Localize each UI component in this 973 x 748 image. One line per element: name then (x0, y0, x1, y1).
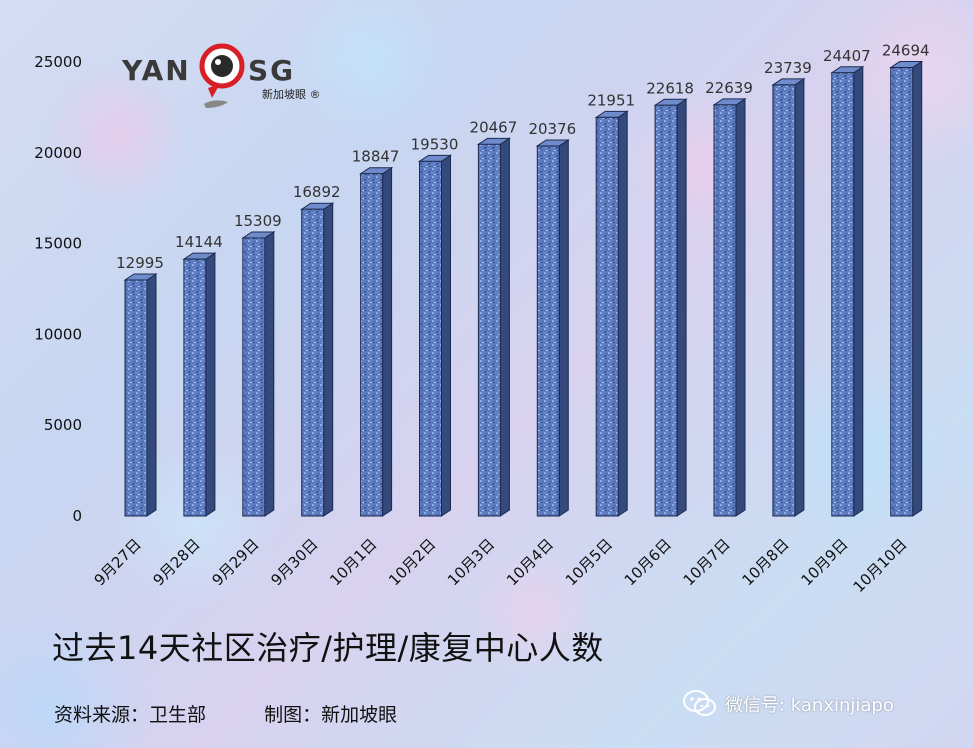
x-axis: 9月27日 9月28日 9月29日 9月30日 10月1日 10月2日 10月3日 10月4日… (91, 535, 911, 596)
data-label: 20467 (470, 118, 518, 136)
bar (476, 137, 512, 517)
bar (889, 60, 924, 517)
bar (123, 273, 158, 517)
bar-side (794, 77, 805, 517)
bar-front (772, 84, 796, 517)
data-label: 21951 (587, 91, 635, 109)
bar-front (242, 237, 266, 517)
bar-front (419, 160, 442, 517)
bar-front (831, 72, 855, 517)
x-tick-label: 10月3日 (444, 535, 498, 589)
wechat-watermark: 微信号: kanxinjiapo (683, 690, 894, 718)
x-tick-label: 10月2日 (385, 535, 439, 589)
x-tick-label: 10月7日 (680, 535, 734, 589)
y-tick-label: 0 (72, 507, 82, 525)
bar (182, 252, 217, 517)
bar-front (477, 143, 501, 517)
data-label: 22639 (705, 79, 753, 97)
bar (417, 154, 453, 517)
data-label: 23739 (764, 59, 812, 77)
x-tick-label: 9月27日 (91, 535, 145, 589)
bar-side (853, 65, 864, 517)
logo-text-left: YAN (122, 54, 191, 87)
y-axis: 0 5000 10000 15000 20000 25000 (34, 53, 82, 525)
bar-front (360, 173, 384, 517)
data-label: 22618 (646, 79, 694, 97)
x-tick-label: 10月9日 (797, 535, 851, 589)
y-tick-label: 20000 (34, 144, 82, 162)
bar-front (301, 208, 325, 517)
logo-text-right: SG (248, 54, 296, 87)
data-label: 12995 (116, 254, 164, 272)
x-tick-label: 10月10日 (850, 535, 911, 596)
x-tick-label: 9月28日 (150, 535, 204, 589)
bar (594, 110, 629, 517)
y-tick-label: 10000 (34, 325, 82, 343)
chart-title: 过去14天社区治疗/护理/康复中心人数 (52, 629, 604, 667)
data-label: 24407 (823, 47, 871, 65)
bar-side (617, 110, 628, 517)
x-tick-label: 9月29日 (208, 535, 262, 589)
x-tick-label: 10月5日 (562, 535, 616, 589)
bar (830, 65, 865, 517)
data-label: 14144 (175, 233, 223, 251)
wechat-icon (683, 690, 716, 716)
x-tick-label: 10月1日 (326, 535, 380, 589)
bar-chart: 0 5000 10000 15000 20000 25000 12995 14144 1530… (34, 42, 929, 596)
bar-side (912, 60, 923, 517)
bars (123, 60, 924, 517)
bar-front (890, 67, 914, 517)
bar-front (595, 116, 619, 517)
source-row: 资料来源：卫生部 制图：新加坡眼 (54, 700, 397, 727)
bar-side (441, 154, 451, 517)
bar-side (146, 273, 157, 517)
bar (241, 231, 276, 517)
y-tick-label: 5000 (44, 416, 82, 434)
bar (771, 77, 806, 517)
maker-text: 制图：新加坡眼 (264, 704, 398, 726)
bar-front (654, 104, 678, 517)
data-label: 20376 (528, 120, 576, 138)
x-tick-label: 10月8日 (739, 535, 793, 589)
data-label: 15309 (234, 212, 282, 230)
data-labels: 12995 14144 15309 16892 18847 19530 20467 20376… (116, 42, 929, 272)
bar-front (124, 279, 148, 517)
bar-front (713, 104, 737, 517)
bar-side (382, 166, 393, 517)
data-label: 19530 (411, 135, 459, 153)
bar (653, 98, 688, 517)
bar (535, 139, 570, 517)
bar (358, 166, 394, 517)
bar (712, 97, 747, 517)
x-tick-label: 9月30日 (267, 535, 321, 589)
bar-front (536, 145, 560, 517)
data-label: 18847 (352, 148, 400, 166)
bar-side (558, 139, 569, 517)
data-label: 16892 (293, 183, 341, 201)
bar-side (676, 98, 687, 517)
bar-side (499, 137, 510, 517)
y-tick-label: 15000 (34, 235, 82, 253)
logo: YAN SG 新加坡眼 ® (120, 38, 321, 112)
logo-subtext: 新加坡眼 ® (262, 88, 321, 101)
source-text: 资料来源：卫生部 (54, 704, 207, 726)
x-tick-label: 10月6日 (621, 535, 675, 589)
y-tick-label: 25000 (34, 53, 82, 71)
logo-mark-icon (199, 43, 245, 108)
bar-side (205, 252, 216, 517)
data-label: 24694 (882, 42, 930, 60)
bar-side (264, 231, 275, 517)
bar (300, 202, 335, 517)
x-tick-label: 10月4日 (503, 535, 557, 589)
bar-side (735, 97, 746, 517)
bar-side (323, 202, 334, 517)
wechat-text: 微信号: kanxinjiapo (725, 695, 894, 716)
bar-front (183, 258, 207, 517)
